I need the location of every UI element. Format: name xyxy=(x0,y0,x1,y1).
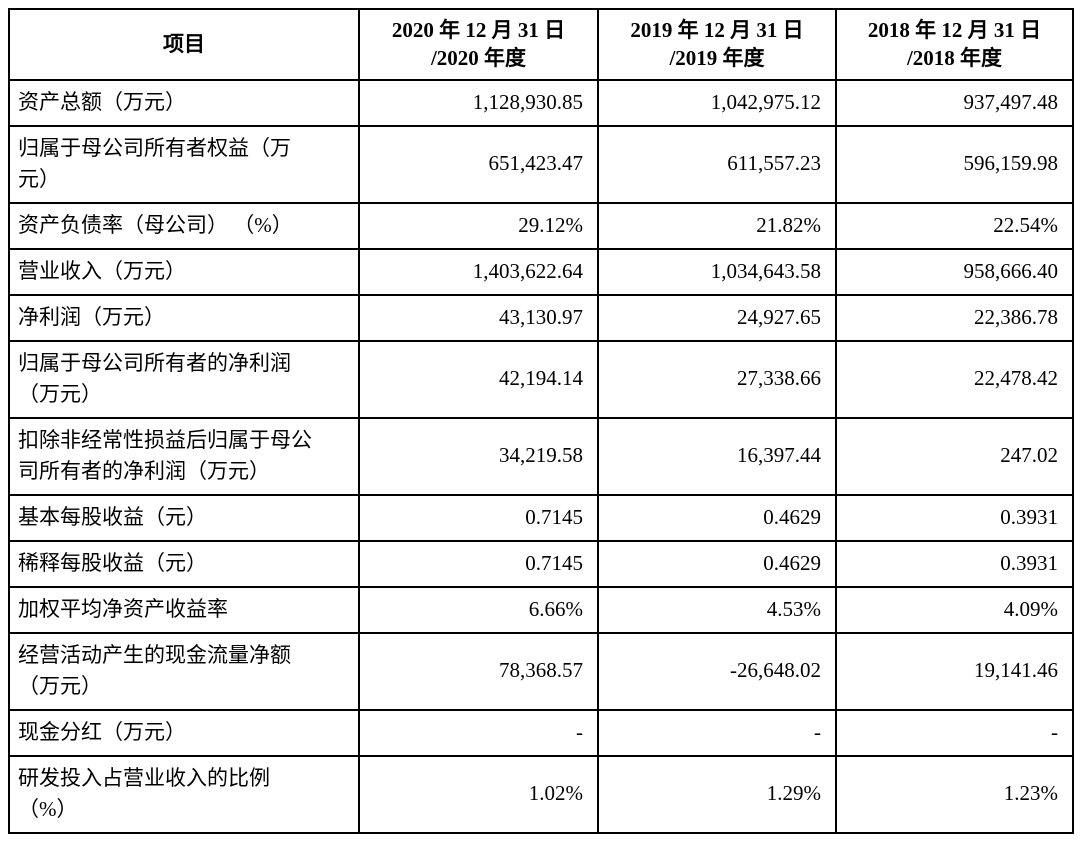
cell-2020: 651,423.47 xyxy=(358,124,599,204)
header-col-2018: 2018 年 12 月 31 日 /2018 年度 xyxy=(835,8,1074,81)
cell-2020: 42,194.14 xyxy=(358,339,599,419)
cell-2020: 0.7145 xyxy=(358,493,599,542)
cell-2020: 6.66% xyxy=(358,585,599,634)
cell-2020: - xyxy=(358,708,599,757)
table-row-cash-dividend: 现金分红（万元） - - - xyxy=(8,708,1074,757)
row-label: 经营活动产生的现金流量净额 （万元） xyxy=(8,631,360,711)
table-row-operating-revenue: 营业收入（万元） 1,403,622.64 1,034,643.58 958,6… xyxy=(8,247,1074,296)
cell-2019: 4.53% xyxy=(597,585,837,634)
cell-2020: 0.7145 xyxy=(358,539,599,588)
header-col-2018-line2: /2018 年度 xyxy=(906,46,1003,71)
header-col-2020-line2: /2020 年度 xyxy=(430,46,527,71)
row-label: 稀释每股收益（元） xyxy=(8,539,360,588)
cell-2020: 34,219.58 xyxy=(358,416,599,496)
cell-2020: 43,130.97 xyxy=(358,293,599,342)
cell-2018: 958,666.40 xyxy=(835,247,1074,296)
header-col-2020-line1: 2020 年 12 月 31 日 xyxy=(391,18,566,42)
cell-2019: 1,034,643.58 xyxy=(597,247,837,296)
cell-2018: 937,497.48 xyxy=(835,78,1074,127)
table-row-deducted-net-profit: 扣除非经常性损益后归属于母公 司所有者的净利润（万元） 34,219.58 16… xyxy=(8,416,1074,496)
row-label: 基本每股收益（元） xyxy=(8,493,360,542)
cell-2020: 78,368.57 xyxy=(358,631,599,711)
row-label: 研发投入占营业收入的比例 （%） xyxy=(8,754,360,834)
table-row-net-profit: 净利润（万元） 43,130.97 24,927.65 22,386.78 xyxy=(8,293,1074,342)
cell-2019: 0.4629 xyxy=(597,539,837,588)
cell-2018: - xyxy=(835,708,1074,757)
row-label: 资产负债率（母公司） （%） xyxy=(8,201,360,250)
cell-2020: 1,128,930.85 xyxy=(358,78,599,127)
cell-2019: 24,927.65 xyxy=(597,293,837,342)
header-row: 项目 2020 年 12 月 31 日 /2020 年度 2019 年 12 月… xyxy=(8,8,1074,81)
cell-2019: - xyxy=(597,708,837,757)
cell-2018: 19,141.46 xyxy=(835,631,1074,711)
table-row-debt-ratio: 资产负债率（母公司） （%） 29.12% 21.82% 22.54% xyxy=(8,201,1074,250)
cell-2018: 1.23% xyxy=(835,754,1074,834)
header-col-2018-line1: 2018 年 12 月 31 日 xyxy=(867,18,1042,42)
cell-2019: 21.82% xyxy=(597,201,837,250)
cell-2018: 247.02 xyxy=(835,416,1074,496)
cell-2018: 0.3931 xyxy=(835,539,1074,588)
table-row-parent-equity: 归属于母公司所有者权益（万 元） 651,423.47 611,557.23 5… xyxy=(8,124,1074,204)
table-row-weighted-roe: 加权平均净资产收益率 6.66% 4.53% 4.09% xyxy=(8,585,1074,634)
row-label: 资产总额（万元） xyxy=(8,78,360,127)
table-row-total-assets: 资产总额（万元） 1,128,930.85 1,042,975.12 937,4… xyxy=(8,78,1074,127)
row-label: 现金分红（万元） xyxy=(8,708,360,757)
table-row-diluted-eps: 稀释每股收益（元） 0.7145 0.4629 0.3931 xyxy=(8,539,1074,588)
cell-2019: 1.29% xyxy=(597,754,837,834)
table-row-basic-eps: 基本每股收益（元） 0.7145 0.4629 0.3931 xyxy=(8,493,1074,542)
row-label: 营业收入（万元） xyxy=(8,247,360,296)
cell-2019: 16,397.44 xyxy=(597,416,837,496)
row-label: 扣除非经常性损益后归属于母公 司所有者的净利润（万元） xyxy=(8,416,360,496)
header-col-2019: 2019 年 12 月 31 日 /2019 年度 xyxy=(597,8,837,81)
cell-2020: 29.12% xyxy=(358,201,599,250)
cell-2019: 0.4629 xyxy=(597,493,837,542)
table-row-parent-net-profit: 归属于母公司所有者的净利润 （万元） 42,194.14 27,338.66 2… xyxy=(8,339,1074,419)
cell-2018: 22,386.78 xyxy=(835,293,1074,342)
row-label: 归属于母公司所有者的净利润 （万元） xyxy=(8,339,360,419)
header-col-2019-line1: 2019 年 12 月 31 日 xyxy=(630,18,804,42)
cell-2018: 22,478.42 xyxy=(835,339,1074,419)
cell-2020: 1.02% xyxy=(358,754,599,834)
row-label: 归属于母公司所有者权益（万 元） xyxy=(8,124,360,204)
header-item-label: 项目 xyxy=(8,8,360,81)
cell-2018: 4.09% xyxy=(835,585,1074,634)
cell-2019: -26,648.02 xyxy=(597,631,837,711)
cell-2020: 1,403,622.64 xyxy=(358,247,599,296)
header-col-2019-line2: /2019 年度 xyxy=(669,46,765,71)
row-label: 加权平均净资产收益率 xyxy=(8,585,360,634)
cell-2019: 1,042,975.12 xyxy=(597,78,837,127)
table-row-rd-ratio: 研发投入占营业收入的比例 （%） 1.02% 1.29% 1.23% xyxy=(8,754,1074,834)
table-row-operating-cash-flow: 经营活动产生的现金流量净额 （万元） 78,368.57 -26,648.02 … xyxy=(8,631,1074,711)
header-col-2020: 2020 年 12 月 31 日 /2020 年度 xyxy=(358,8,599,81)
row-label: 净利润（万元） xyxy=(8,293,360,342)
financial-summary-table: 项目 2020 年 12 月 31 日 /2020 年度 2019 年 12 月… xyxy=(8,8,1074,834)
cell-2018: 596,159.98 xyxy=(835,124,1074,204)
cell-2018: 22.54% xyxy=(835,201,1074,250)
cell-2018: 0.3931 xyxy=(835,493,1074,542)
cell-2019: 611,557.23 xyxy=(597,124,837,204)
cell-2019: 27,338.66 xyxy=(597,339,837,419)
